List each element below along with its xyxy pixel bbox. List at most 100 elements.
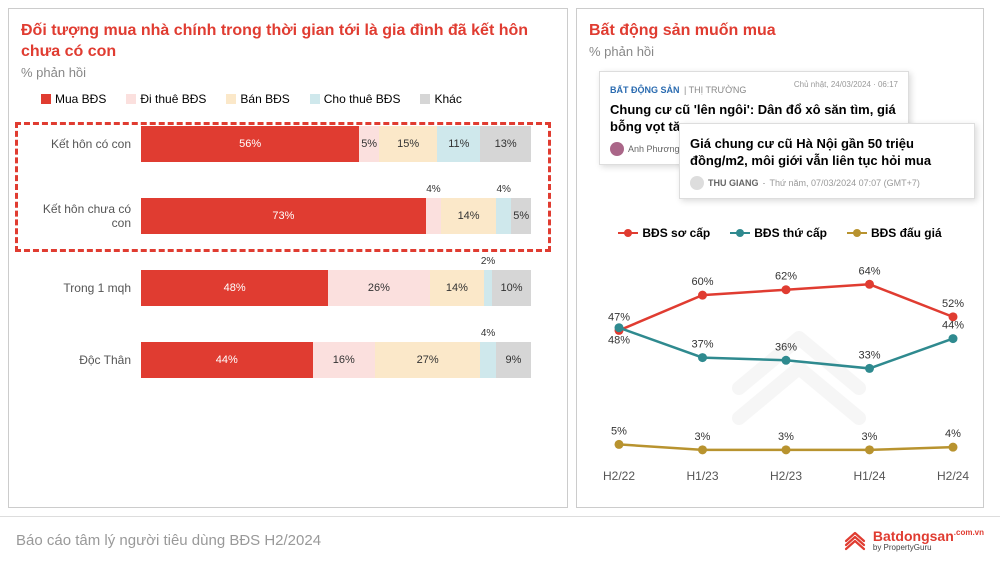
data-point [949,334,958,343]
line-marker: .line-marker[style*='#2f8a8f']::before{b… [730,232,750,234]
bar-segment: 10% [492,270,531,306]
data-label: 47% [608,311,630,323]
bar-segment: 27% [375,342,480,378]
legend-item: Cho thuê BĐS [310,92,401,106]
data-point [865,445,874,454]
bar-segment: 4% [426,198,442,234]
footer: Báo cáo tâm lý người tiêu dùng BĐS H2/20… [0,516,1000,564]
news-category: BẤT ĐỘNG SẢN [610,85,680,95]
legend-item: Bán BĐS [226,92,289,106]
bar-segment: 56% [141,126,359,162]
bar-segment: 14% [430,270,485,306]
footer-text: Báo cáo tâm lý người tiêu dùng BĐS H2/20… [16,532,321,549]
line-chart: H2/22H1/23H2/23H1/24H2/2447%60%62%64%52%… [589,248,973,488]
line-legend: .line-marker[style*='#e03c31']::before{b… [589,226,971,240]
data-label: 60% [691,276,713,288]
data-label: 37% [691,338,713,350]
bar-label: Kết hôn chưa có con [21,202,141,230]
data-point [782,285,791,294]
data-label: 3% [695,431,711,443]
bar-segment: 44% [141,342,313,378]
x-axis-label: H1/23 [686,469,718,483]
bar-chart: Kết hôn có con56%5%15%11%13% Kết hôn chưa… [21,122,555,382]
legend-label: Bán BĐS [240,92,289,106]
line-marker: .line-marker[style*='#b8932f']::before{b… [847,232,867,234]
data-point [698,353,707,362]
data-label: 33% [858,349,880,361]
bar-label: Độc Thân [21,353,141,367]
data-point [698,290,707,299]
legend-swatch [41,94,51,104]
bar-segment: 9% [496,342,531,378]
logo-sub: by PropertyGuru [873,543,984,552]
x-axis-label: H2/24 [937,469,969,483]
legend-label: Đi thuê BĐS [140,92,206,106]
news-subcategory: | THỊ TRƯỜNG [684,85,746,95]
brand-logo: Batdongsan.com.vn by PropertyGuru [843,529,984,553]
legend-item: Đi thuê BĐS [126,92,206,106]
x-axis-label: H2/22 [603,469,635,483]
left-title: Đối tượng mua nhà chính trong thời gian … [21,21,555,63]
bar-segment: 16% [313,342,375,378]
line-legend-label: BĐS sơ cấp [642,226,710,240]
news-author: THU GIANG · Thứ năm, 07/03/2024 07:07 (G… [690,176,964,190]
bar-segment: 11% [437,126,480,162]
avatar-icon [610,142,624,156]
line-legend-label: BĐS đấu giá [871,226,942,240]
x-axis-label: H1/24 [853,469,885,483]
legend-swatch [226,94,236,104]
watermark-icon [739,338,859,418]
bar-row: Kết hôn chưa có con73%4%14%4%5% [21,194,555,238]
data-point [949,442,958,451]
bar-stack: 44%16%27%4%9% [141,342,555,378]
x-axis-label: H2/23 [770,469,802,483]
data-label: 62% [775,271,797,283]
bar-row: Độc Thân44%16%27%4%9% [21,338,555,382]
data-label: 64% [858,265,880,277]
bar-row: Kết hôn có con56%5%15%11%13% [21,122,555,166]
bar-segment: 5% [511,198,531,234]
right-panel: Bất động sản muốn mua % phản hồi BẤT ĐỘN… [576,8,984,508]
left-subtitle: % phản hồi [21,65,555,80]
data-point [615,440,624,449]
legend-label: Mua BĐS [55,92,106,106]
data-label: 3% [778,431,794,443]
avatar-icon [690,176,704,190]
data-point [865,364,874,373]
bar-label: Trong 1 mqh [21,281,141,295]
bar-segment: 4% [496,198,512,234]
right-subtitle: % phản hồi [589,44,971,59]
data-label: 5% [611,425,627,437]
bar-legend: Mua BĐS Đi thuê BĐS Bán BĐS Cho thuê BĐS Khá… [21,92,555,106]
bar-segment: 26% [328,270,429,306]
right-title: Bất động sản muốn mua [589,21,971,42]
line-legend-item: .line-marker[style*='#e03c31']::before{b… [618,226,710,240]
legend-swatch [126,94,136,104]
line-legend-label: BĐS thứ cấp [754,226,827,240]
bar-segment: 13% [480,126,531,162]
news-cards: BẤT ĐỘNG SẢN | THỊ TRƯỜNG Chủ nhật, 24/0… [589,71,971,216]
news-card-2: Giá chung cư cũ Hà Nội gần 50 triệu đồng… [679,123,975,199]
legend-item: Khác [420,92,461,106]
left-panel: Đối tượng mua nhà chính trong thời gian … [8,8,568,508]
data-point [865,280,874,289]
legend-swatch [310,94,320,104]
data-point [782,356,791,365]
bar-segment: 2% [484,270,492,306]
bar-label: Kết hôn có con [21,137,141,151]
data-point [698,445,707,454]
line-legend-item: .line-marker[style*='#b8932f']::before{b… [847,226,942,240]
bar-stack: 56%5%15%11%13% [141,126,555,162]
house-icon [843,529,867,553]
line-marker: .line-marker[style*='#e03c31']::before{b… [618,232,638,234]
data-label: 36% [775,341,797,353]
bar-row: Trong 1 mqh48%26%14%2%10% [21,266,555,310]
data-label: 48% [608,335,630,347]
news-headline: Giá chung cư cũ Hà Nội gần 50 triệu đồng… [690,136,964,170]
bar-segment: 73% [141,198,426,234]
bar-segment: 48% [141,270,328,306]
data-label: 3% [862,431,878,443]
news-date: Chủ nhật, 24/03/2024 · 06:17 [794,80,898,89]
bar-segment: 14% [441,198,496,234]
bar-stack: 73%4%14%4%5% [141,198,555,234]
